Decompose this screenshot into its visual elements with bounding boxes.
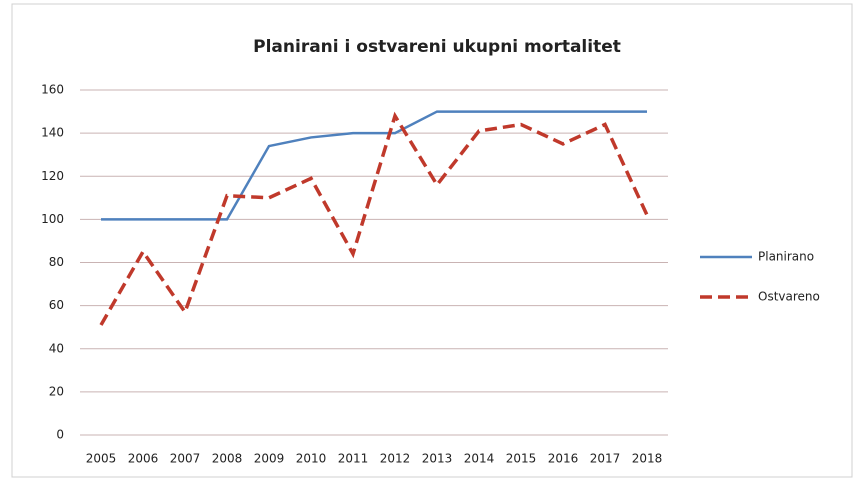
x-tick-label: 2011 — [338, 452, 369, 466]
legend-label: Planirano — [758, 250, 814, 264]
y-tick-label: 120 — [41, 169, 64, 183]
y-tick-label: 160 — [41, 83, 64, 97]
x-tick-label: 2015 — [506, 452, 537, 466]
x-tick-label: 2005 — [86, 452, 117, 466]
chart-title: Planirani i ostvareni ukupni mortalitet — [253, 37, 621, 57]
line-series — [101, 110, 647, 221]
x-tick-label: 2012 — [380, 452, 411, 466]
y-tick-label: 100 — [41, 212, 64, 226]
x-tick-label: 2017 — [590, 452, 621, 466]
x-tick-label: 2009 — [254, 452, 285, 466]
x-tick-label: 2006 — [128, 452, 159, 466]
y-tick-label: 60 — [49, 298, 64, 312]
x-tick-label: 2010 — [296, 452, 327, 466]
x-tick-label: 2018 — [632, 452, 663, 466]
x-tick-label: 2016 — [548, 452, 579, 466]
x-tick-label: 2013 — [422, 452, 453, 466]
legend-label: Ostvareno — [758, 290, 820, 304]
chart-frame — [11, 3, 853, 478]
y-tick-label: 140 — [41, 126, 64, 140]
y-tick-label: 40 — [49, 341, 64, 355]
x-tick-label: 2007 — [170, 452, 201, 466]
y-tick-label: 80 — [49, 255, 64, 269]
line-series — [99, 111, 649, 326]
x-tick-label: 2008 — [212, 452, 243, 466]
y-tick-label: 0 — [56, 428, 64, 442]
y-tick-label: 20 — [49, 384, 64, 398]
x-tick-label: 2014 — [464, 452, 495, 466]
